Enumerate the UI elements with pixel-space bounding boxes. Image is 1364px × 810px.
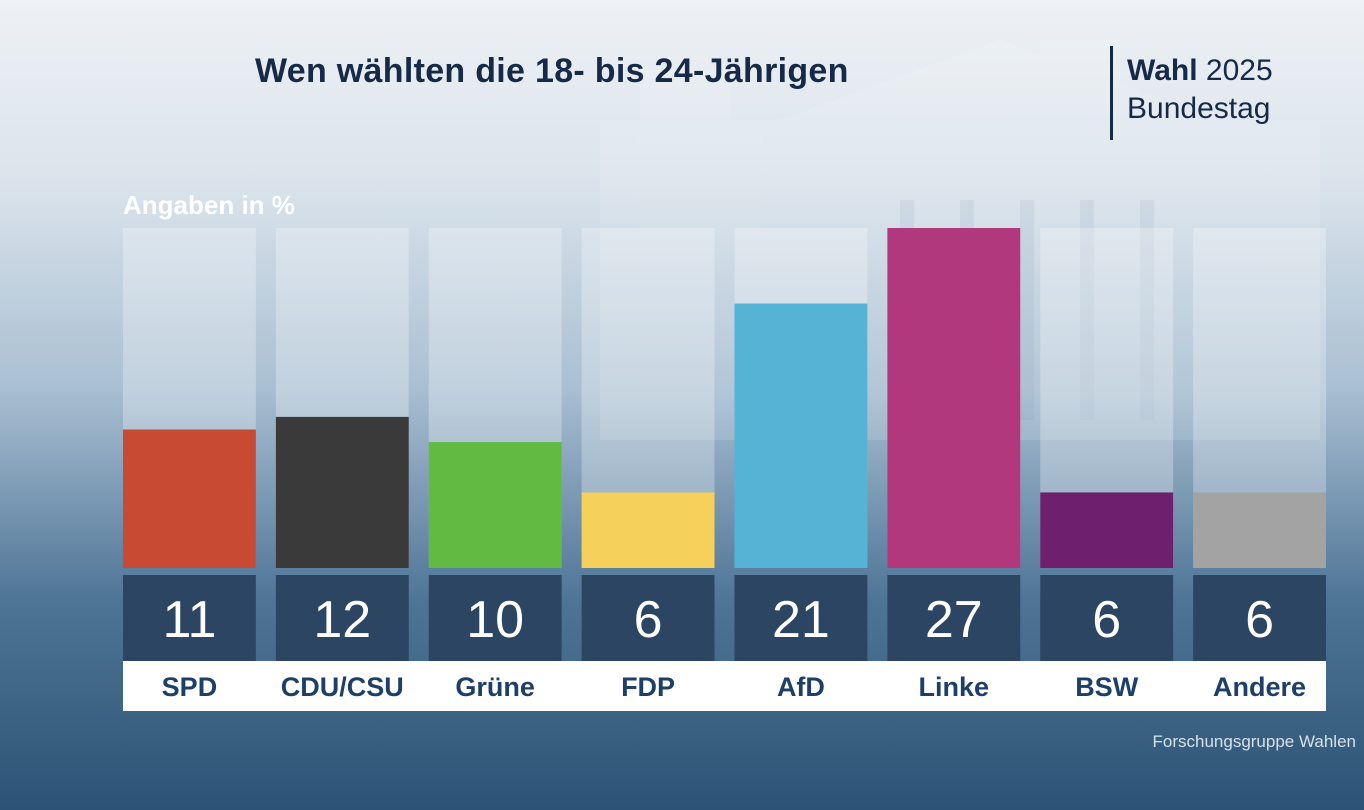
value-label: 12: [313, 591, 371, 649]
source-credit: Forschungsgruppe Wahlen: [1152, 732, 1357, 751]
category-label: Grüne: [455, 672, 535, 702]
brand-label: Wahl 2025 Bundestag: [1110, 46, 1273, 140]
value-label: 10: [466, 591, 524, 649]
brand-year: 2025: [1205, 54, 1273, 87]
bar: [1040, 492, 1174, 568]
value-box: [1040, 575, 1174, 661]
value-label: 6: [1245, 591, 1274, 649]
bar: [123, 429, 256, 568]
bar: [428, 442, 562, 568]
bar: [734, 303, 868, 568]
value-box: [1193, 575, 1326, 661]
chart-title: Wen wählten die 18- bis 24-Jährigen: [255, 52, 849, 90]
category-strip: [123, 661, 1326, 711]
bar: [581, 492, 715, 568]
bar: [275, 416, 409, 568]
value-label: 11: [162, 591, 216, 649]
value-box: [123, 575, 256, 661]
value-box: [428, 575, 562, 661]
value-label: 21: [772, 591, 830, 649]
category-label: BSW: [1075, 672, 1139, 702]
value-box: [581, 575, 715, 661]
value-box: [275, 575, 409, 661]
category-label: Linke: [919, 672, 990, 702]
value-box: [887, 575, 1021, 661]
value-label: 6: [1092, 591, 1121, 649]
bar: [887, 228, 1021, 568]
y-axis-unit-label: Angaben in %: [123, 190, 295, 220]
brand-subtitle: Bundestag: [1127, 92, 1271, 125]
value-label: 27: [925, 591, 983, 649]
value-box: [734, 575, 868, 661]
brand-bold-text: Wahl: [1127, 54, 1198, 87]
value-label: 6: [634, 591, 663, 649]
category-label: Andere: [1213, 672, 1306, 702]
category-label: CDU/CSU: [281, 672, 404, 702]
bar: [1193, 492, 1326, 568]
category-label: AfD: [777, 672, 825, 702]
category-label: SPD: [162, 672, 218, 702]
category-label: FDP: [621, 672, 675, 702]
